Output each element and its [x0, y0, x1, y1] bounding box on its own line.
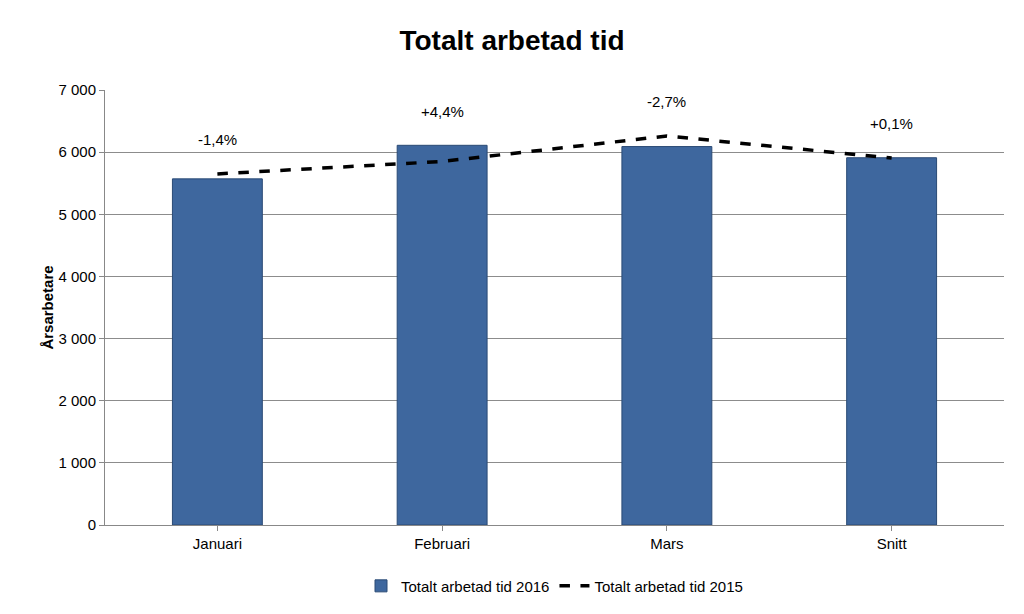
svg-text:Totalt arbetad tid 2016: Totalt arbetad tid 2016	[401, 578, 549, 595]
svg-text:3 000: 3 000	[58, 330, 96, 347]
svg-text:Totalt arbetad tid 2015: Totalt arbetad tid 2015	[594, 578, 742, 595]
svg-text:-1,4%: -1,4%	[198, 131, 237, 148]
svg-text:Totalt arbetad tid: Totalt arbetad tid	[399, 25, 624, 56]
svg-text:7 000: 7 000	[58, 81, 96, 98]
svg-text:0: 0	[88, 516, 96, 533]
svg-text:Årsarbetare: Årsarbetare	[39, 265, 56, 349]
svg-text:Snitt: Snitt	[877, 535, 908, 552]
svg-text:4 000: 4 000	[58, 268, 96, 285]
svg-text:+0,1%: +0,1%	[870, 115, 913, 132]
svg-text:1 000: 1 000	[58, 454, 96, 471]
svg-text:+4,4%: +4,4%	[421, 103, 464, 120]
svg-text:5 000: 5 000	[58, 206, 96, 223]
svg-text:Februari: Februari	[414, 535, 470, 552]
svg-text:Mars: Mars	[650, 535, 683, 552]
svg-text:-2,7%: -2,7%	[647, 93, 686, 110]
svg-text:Januari: Januari	[193, 535, 242, 552]
svg-text:2 000: 2 000	[58, 392, 96, 409]
svg-text:6 000: 6 000	[58, 143, 96, 160]
